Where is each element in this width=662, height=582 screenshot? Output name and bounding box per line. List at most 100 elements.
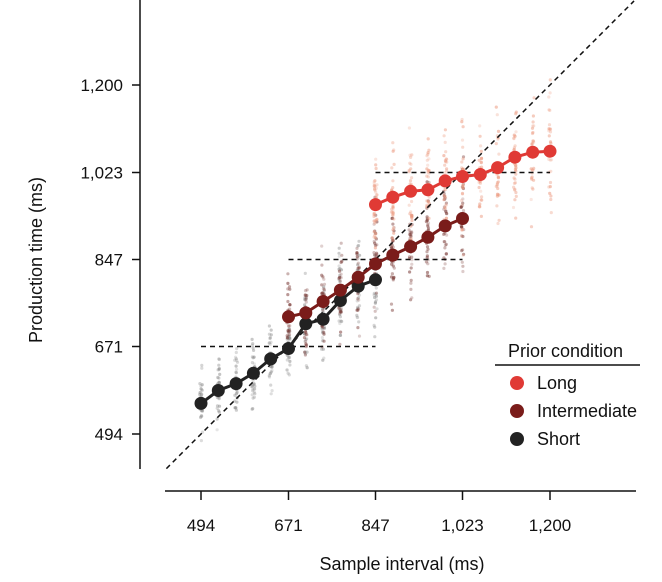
trial-point [303, 329, 308, 333]
trial-point [409, 281, 413, 285]
trial-point [407, 228, 411, 232]
trial-point [200, 383, 204, 387]
trial-point [514, 166, 518, 170]
trial-point [322, 339, 326, 343]
identity-line [165, 0, 635, 470]
trial-point [426, 175, 430, 179]
trial-point [425, 270, 430, 275]
trial-point [477, 185, 481, 190]
trial-point [372, 293, 376, 297]
trial-point [374, 316, 378, 320]
trial-point [548, 191, 552, 195]
trial-point [548, 158, 553, 162]
trial-point [251, 407, 255, 411]
trial-point [531, 130, 535, 135]
trial-point [445, 212, 449, 216]
trial-point [304, 364, 308, 368]
trial-point [372, 323, 376, 327]
trial-point [199, 415, 203, 419]
trial-point [199, 414, 204, 418]
trial-point [514, 130, 518, 134]
trial-point [269, 383, 273, 387]
trial-point [443, 163, 447, 167]
trial-point [495, 192, 500, 196]
trial-point [409, 278, 413, 282]
mean-point-long [456, 170, 469, 183]
trial-point [549, 197, 553, 202]
trial-point [462, 252, 466, 256]
trial-point [460, 228, 464, 232]
mean-point-short [369, 273, 382, 287]
trial-point [511, 205, 516, 210]
trial-point [391, 179, 395, 183]
trial-point [410, 258, 414, 262]
y-tick-label: 671 [95, 338, 123, 357]
trial-point [408, 212, 412, 216]
mean-point-short [316, 312, 330, 326]
trial-point [547, 134, 551, 138]
trial-point [288, 324, 292, 328]
trial-point [479, 198, 483, 202]
trial-point [267, 324, 271, 328]
trial-point [357, 293, 362, 297]
trial-point [216, 368, 220, 372]
trial-point [200, 363, 204, 367]
trial-point [251, 346, 255, 350]
trial-point [355, 299, 359, 303]
trial-point [444, 209, 448, 213]
trial-point [338, 342, 342, 346]
trial-point [303, 293, 307, 297]
trial-point [530, 168, 535, 172]
trial-point [288, 303, 292, 307]
trial-point [252, 390, 256, 394]
trial-point [548, 180, 553, 185]
trial-point [269, 340, 273, 344]
trial-point [408, 236, 412, 240]
trial-point [479, 149, 483, 153]
trial-point [391, 206, 395, 210]
trial-point [478, 134, 482, 138]
trial-point [410, 218, 414, 223]
trial-point [357, 307, 361, 311]
trial-point [217, 368, 221, 372]
trial-point [269, 333, 273, 337]
trial-point [530, 126, 535, 130]
trial-point [547, 123, 552, 127]
trial-point [374, 298, 379, 302]
trial-point [426, 199, 430, 203]
trial-point [444, 201, 448, 205]
trial-point [338, 279, 342, 283]
trial-point [496, 221, 500, 226]
trial-point [496, 186, 500, 191]
trial-point [337, 251, 341, 255]
trial-point [409, 266, 413, 270]
trial-point [444, 216, 449, 220]
trial-point [253, 392, 257, 396]
trial-point [531, 168, 535, 172]
trial-point [548, 91, 552, 95]
legend-swatch-short [510, 432, 524, 446]
trial-point [409, 298, 413, 302]
trial-point [477, 205, 481, 209]
trial-point [461, 185, 465, 190]
trial-point [425, 215, 429, 219]
trial-point [357, 239, 361, 243]
mean-point-short [264, 352, 278, 366]
trial-point [459, 234, 464, 238]
trial-point [320, 292, 324, 296]
trial-point [375, 218, 379, 222]
trial-point [372, 239, 376, 243]
trial-point [389, 275, 394, 279]
trial-point [512, 176, 516, 180]
trial-point [459, 205, 463, 209]
trial-point [547, 95, 551, 99]
trial-point [355, 313, 359, 317]
trial-point [461, 197, 465, 201]
trial-point [357, 265, 361, 269]
trial-point [268, 336, 272, 341]
trial-point [461, 182, 465, 187]
trial-point [373, 219, 377, 223]
trial-point [477, 158, 481, 162]
trial-point [217, 410, 221, 414]
trial-point [407, 126, 411, 130]
